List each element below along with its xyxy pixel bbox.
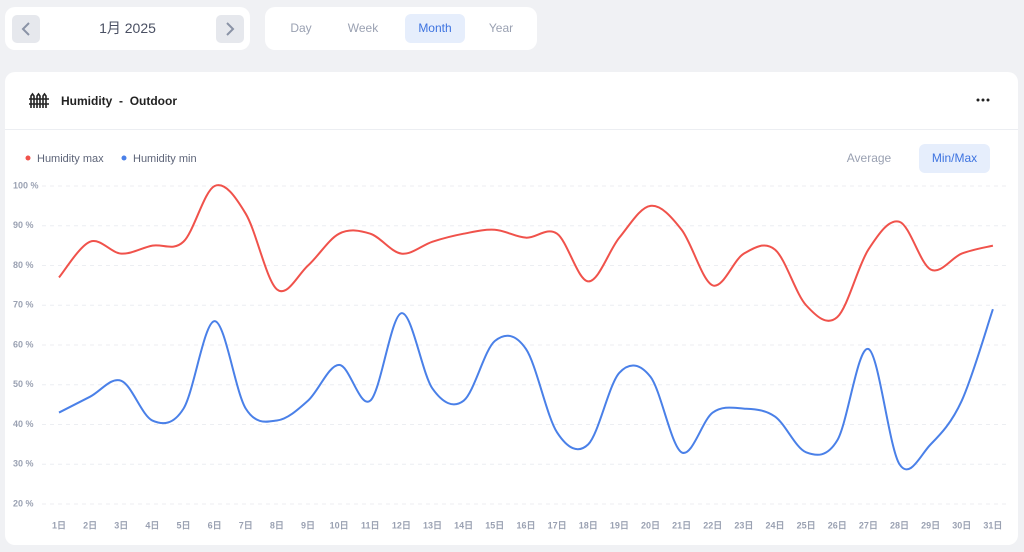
x-tick-label: 1日 [52, 520, 66, 530]
x-tick-label: 28日 [890, 520, 909, 530]
y-tick-label: 50 % [13, 379, 34, 389]
y-tick-label: 20 % [13, 498, 34, 508]
y-tick-label: 30 % [13, 459, 34, 469]
separator: - [119, 94, 124, 108]
x-tick-label: 6日 [208, 520, 222, 530]
menu-button[interactable] [973, 96, 993, 104]
y-tick-label: 80 % [13, 260, 34, 270]
x-tick-label: 20日 [641, 520, 660, 530]
divider [5, 129, 1018, 130]
mode-button[interactable]: Average [846, 151, 892, 165]
x-tick-label: 29日 [921, 520, 940, 530]
x-tick-label: 3日 [114, 520, 128, 530]
fence-icon [29, 92, 49, 108]
series-line [58, 184, 994, 322]
x-tick-label: 22日 [703, 520, 722, 530]
legend-dot [25, 155, 31, 161]
period-label: 1月 2025 [99, 20, 156, 36]
legend-label: Humidity min [133, 153, 197, 165]
prev-button[interactable] [12, 15, 40, 43]
x-tick-label: 12日 [392, 520, 411, 530]
x-tick-label: 4日 [145, 520, 159, 530]
card: Humidity - Outdoor [5, 72, 1018, 545]
mode-button[interactable]: Min/Max [919, 144, 990, 173]
tab[interactable]: Day [290, 21, 312, 35]
x-tick-label: 18日 [579, 520, 598, 530]
next-button[interactable] [216, 15, 244, 43]
x-tick-label: 21日 [672, 520, 691, 530]
legend-dot [121, 155, 127, 161]
x-tick-label: 14日 [454, 520, 473, 530]
title: Humidity [61, 94, 113, 108]
x-tick-label: 24日 [765, 520, 784, 530]
y-tick-label: 70 % [13, 300, 34, 310]
x-tick-label: 23日 [734, 520, 753, 530]
tab[interactable]: Month [405, 14, 465, 43]
x-tick-label: 13日 [423, 520, 442, 530]
y-tick-label: 100 % [13, 180, 39, 190]
x-tick-label: 25日 [797, 520, 816, 530]
x-tick-label: 26日 [828, 520, 847, 530]
x-tick-label: 2日 [83, 520, 97, 530]
x-tick-label: 10日 [330, 520, 349, 530]
tab[interactable]: Week [347, 21, 379, 35]
x-tick-label: 17日 [548, 520, 567, 530]
x-tick-label: 30日 [952, 520, 971, 530]
y-tick-label: 90 % [13, 220, 34, 230]
x-tick-label: 5日 [177, 520, 191, 530]
legend-label: Humidity max [37, 153, 104, 165]
y-tick-label: 60 % [13, 339, 34, 349]
tab-bar: Day Week Month Year [265, 7, 537, 50]
x-tick-label: 31日 [983, 520, 1002, 530]
series-line [58, 308, 994, 471]
x-tick-label: 27日 [859, 520, 878, 530]
x-tick-label: 8日 [270, 520, 284, 530]
y-tick-label: 40 % [13, 419, 34, 429]
x-tick-label: 9日 [301, 520, 315, 530]
subtitle: Outdoor [129, 94, 178, 108]
x-tick-label: 11日 [361, 520, 380, 530]
x-tick-label: 16日 [516, 520, 535, 530]
x-tick-label: 19日 [610, 520, 629, 530]
x-tick-label: 7日 [239, 520, 253, 530]
card-title: Humidity - Outdoor [61, 94, 177, 108]
x-tick-label: 15日 [485, 520, 504, 530]
period-nav: 1月 2025 [5, 7, 250, 50]
tab[interactable]: Year [488, 21, 514, 35]
